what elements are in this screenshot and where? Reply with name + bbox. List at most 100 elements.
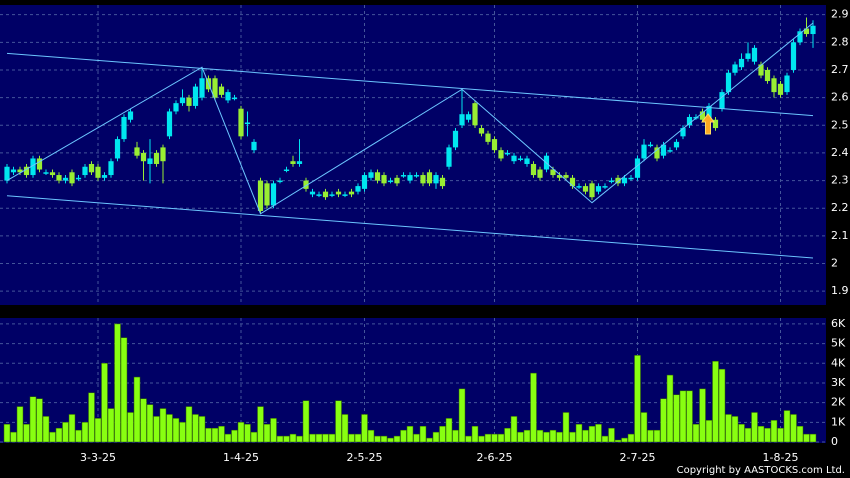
candle-body <box>511 155 517 162</box>
volume-bar <box>497 433 505 443</box>
candle-body <box>355 186 361 192</box>
volume-bar <box>42 416 50 443</box>
candle-body <box>621 177 628 184</box>
volume-bar <box>530 372 537 443</box>
volume-bar <box>94 418 102 443</box>
volume-bar <box>296 435 303 443</box>
candle-body <box>121 116 127 140</box>
candle-body <box>524 158 530 164</box>
candle-body <box>738 58 745 68</box>
candle-body <box>88 163 95 173</box>
candle-body <box>530 163 537 176</box>
volume-bar <box>647 429 654 443</box>
volume-bar <box>127 412 134 443</box>
volume-bar <box>419 426 427 443</box>
volume-bar <box>10 431 17 443</box>
signal-arrow <box>701 113 715 135</box>
candle-body <box>582 186 589 192</box>
candle-body <box>140 152 147 162</box>
volume-bar <box>653 429 661 443</box>
candle-body <box>10 169 17 173</box>
candle-body <box>173 103 179 112</box>
x-tick-label: 2-7-25 <box>620 451 656 464</box>
volume-bar <box>62 422 69 443</box>
candle-body <box>69 172 75 184</box>
volume-bar <box>315 433 323 443</box>
volume-bar <box>205 427 212 443</box>
candle-body <box>537 169 543 178</box>
y-tick-label: 6K <box>831 317 846 330</box>
volume-bar <box>393 435 401 443</box>
volume-bar <box>380 435 388 443</box>
candle-body <box>179 97 186 104</box>
volume-bar <box>770 420 778 443</box>
volume-bar <box>796 426 804 443</box>
y-tick-label: 2.6 <box>831 91 849 104</box>
volume-bar <box>478 435 485 443</box>
volume-bar <box>491 433 498 443</box>
candle-body <box>641 144 647 159</box>
volume-bar <box>764 427 771 443</box>
volume-bar <box>237 422 245 443</box>
volume-bar <box>790 414 797 443</box>
volume-bar <box>517 431 524 443</box>
candle-body <box>686 116 693 126</box>
candle-body <box>771 78 777 93</box>
volume-bar <box>341 414 349 443</box>
volume-bar <box>309 433 316 443</box>
candle-body <box>329 194 335 196</box>
volume-bar <box>322 433 329 443</box>
candle-body <box>465 114 472 120</box>
volume-bar <box>471 426 479 443</box>
volume-bar <box>146 404 154 443</box>
volume-bar <box>595 424 602 443</box>
candle-body <box>628 177 634 180</box>
candle-body <box>335 191 342 195</box>
volume-bar <box>484 433 492 443</box>
y-tick-label: 4K <box>831 356 846 369</box>
candle-body <box>218 86 225 95</box>
candle-body <box>30 158 36 176</box>
candle-body <box>790 42 797 70</box>
volume-bar <box>367 429 375 443</box>
volume-bar <box>725 414 732 443</box>
y-tick-label: 2.9 <box>831 8 849 21</box>
volume-bar <box>738 424 745 443</box>
trend-line <box>6 195 814 259</box>
candle-body <box>270 183 277 206</box>
candle-body <box>491 139 498 151</box>
candle-body <box>264 183 270 206</box>
candle-body <box>257 180 264 211</box>
x-tick-label: 3-3-25 <box>80 451 116 464</box>
volume-bar <box>166 414 173 443</box>
x-tick-label: 2-6-25 <box>477 451 513 464</box>
candle-body <box>673 141 680 148</box>
candle-body <box>147 158 153 164</box>
y-tick-label: 2.2 <box>831 201 849 214</box>
candle-body <box>420 175 426 184</box>
candle-body <box>459 114 465 126</box>
y-tick-label: 0 <box>831 435 838 448</box>
volume-bar <box>627 433 635 443</box>
candle-body <box>49 172 56 176</box>
volume-bar <box>660 398 667 443</box>
volume-bar <box>49 431 56 443</box>
candle-body <box>699 111 706 120</box>
volume-bar <box>55 427 63 443</box>
volume-bar <box>140 398 147 443</box>
candle-body <box>712 119 719 129</box>
volume-bar <box>192 414 199 443</box>
candle-body <box>706 105 712 120</box>
volume-bar <box>374 435 381 443</box>
candle-body <box>660 144 667 156</box>
volume-bar <box>439 426 446 443</box>
volume-bar <box>257 406 264 443</box>
volume-bar <box>270 418 277 443</box>
volume-bar <box>445 418 453 443</box>
x-tick-label: 1-8-25 <box>763 451 799 464</box>
volume-bar <box>621 437 628 443</box>
volume-bar <box>614 439 622 443</box>
volume-bar <box>16 406 24 443</box>
volume-bar <box>335 400 342 443</box>
volume-bar <box>263 424 271 443</box>
